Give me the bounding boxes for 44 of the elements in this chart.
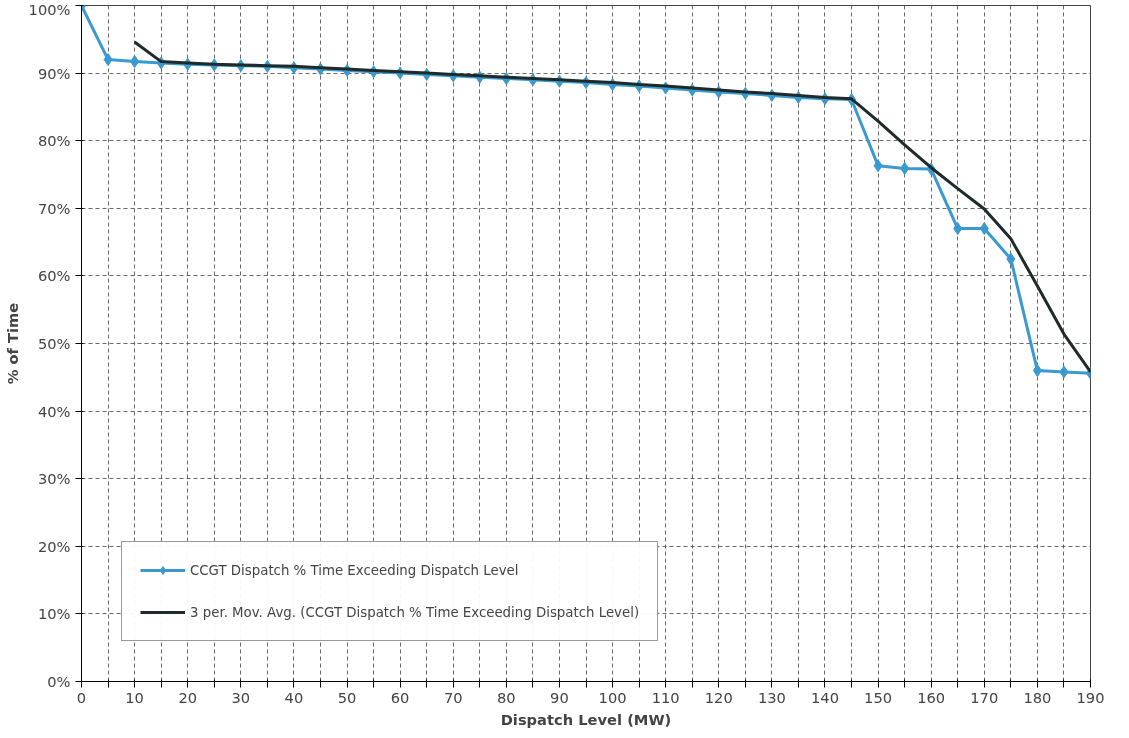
x-tick-label: 120 [704, 688, 733, 706]
y-tick-label: 30% [37, 470, 71, 488]
x-tick-label: 40 [284, 688, 304, 706]
legend-label: 3 per. Mov. Avg. (CCGT Dispatch % Time Exceeding Dispatch Level) [190, 604, 640, 620]
x-tick-label: 60 [390, 688, 410, 706]
x-tick-label: 10 [125, 688, 144, 706]
point [873, 159, 883, 173]
x-tick-label: 20 [178, 688, 198, 706]
x-tick-label: 30 [231, 688, 251, 706]
point [953, 222, 963, 236]
x-tick-label: 90 [550, 688, 569, 706]
y-tick-label: 80% [37, 132, 71, 150]
y-tick-label: 70% [37, 199, 71, 217]
x-tick-label: 180 [1023, 688, 1052, 706]
legend-label: CCGT Dispatch % Time Exceeding Dispatch Level [190, 562, 519, 578]
y-tick-label: 40% [37, 402, 71, 420]
y-tick-label: 50% [37, 335, 71, 352]
x-tick-label: 160 [917, 688, 946, 706]
x-tick-label: 150 [864, 688, 893, 706]
y-tick-label: 10% [37, 605, 71, 623]
x-tick-label: 100 [598, 688, 627, 706]
x-tick-label: 70 [443, 688, 463, 706]
point [1006, 252, 1016, 266]
x-tick-label: 170 [970, 688, 999, 706]
y-tick-label: 0% [47, 673, 71, 690]
y-axis-title: % of Time [3, 302, 21, 385]
point [1032, 364, 1042, 378]
x-tick-label: 0 [76, 688, 87, 706]
y-tick-label: 20% [37, 537, 71, 555]
y-tick-label: 100% [28, 0, 71, 18]
x-tick-label: 80 [497, 688, 516, 706]
point [130, 55, 140, 69]
x-tick-label: 130 [757, 688, 786, 706]
x-tick-label: 140 [810, 688, 839, 706]
y-tick-label: 60% [37, 267, 71, 285]
point [900, 161, 910, 175]
point [979, 222, 989, 236]
point [1059, 365, 1069, 379]
point [103, 53, 113, 67]
x-tick-label: 110 [651, 688, 680, 706]
y-tick-label: 90% [37, 64, 71, 82]
x-axis-title: Dispatch Level (MW) [500, 710, 672, 728]
x-tick-label: 50 [337, 688, 357, 706]
x-tick-label: 190 [1076, 688, 1105, 706]
